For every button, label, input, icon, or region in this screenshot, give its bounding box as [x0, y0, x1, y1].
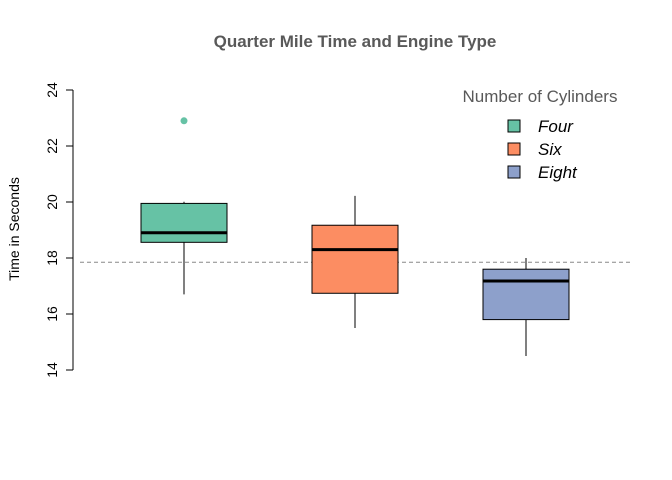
chart-title: Quarter Mile Time and Engine Type: [214, 32, 497, 51]
y-axis-label: Time in Seconds: [6, 177, 22, 281]
legend-label-six: Six: [538, 140, 562, 159]
legend-swatch-six: [507, 142, 521, 156]
y-tick-label: 24: [44, 82, 60, 98]
iqr-box: [311, 224, 399, 294]
iqr-box: [482, 268, 570, 321]
outlier-point: [180, 117, 188, 125]
box-six: [311, 195, 399, 328]
y-tick-label: 14: [44, 362, 60, 378]
box-eight: [482, 258, 570, 356]
y-tick-label: 18: [44, 250, 60, 266]
legend-label-eight: Eight: [538, 163, 578, 182]
legend-title: Number of Cylinders: [463, 87, 618, 106]
y-tick-label: 16: [44, 306, 60, 322]
legend-swatch-four: [507, 119, 521, 133]
y-tick-label: 20: [44, 194, 60, 210]
boxes: [140, 117, 570, 356]
iqr-box: [140, 202, 228, 243]
legend: Number of Cylinders Four Six Eight: [463, 87, 618, 182]
box-four: [140, 117, 228, 295]
y-axis: 14 16 18 20 22 24: [44, 82, 74, 378]
y-tick-label: 22: [44, 138, 60, 154]
legend-swatch-eight: [507, 165, 521, 179]
legend-label-four: Four: [538, 117, 574, 136]
